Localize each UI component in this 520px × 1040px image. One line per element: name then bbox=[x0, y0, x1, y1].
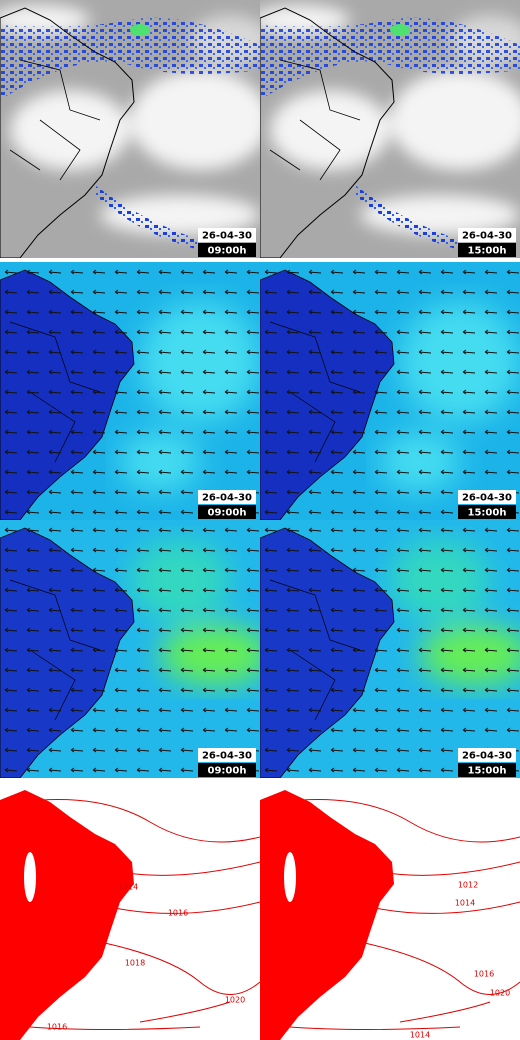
time-label: 09:00h bbox=[208, 766, 247, 777]
map-image bbox=[0, 262, 260, 520]
time-box bbox=[198, 505, 256, 519]
map-panel: 26-04-30 09:00h bbox=[0, 0, 270, 258]
contour-label: 1016 bbox=[47, 1023, 67, 1032]
contour-label: 1020 bbox=[490, 989, 510, 998]
map-image bbox=[0, 520, 270, 778]
map-panel: 26-04-30 09:00h bbox=[0, 262, 260, 520]
time-box bbox=[458, 505, 516, 519]
map-image bbox=[260, 520, 520, 778]
date-box bbox=[198, 748, 256, 762]
date-box bbox=[198, 490, 256, 504]
time-box bbox=[198, 763, 256, 777]
date-label: 26-04-30 bbox=[202, 231, 252, 242]
map-panel: 26-04-30 15:00h bbox=[250, 0, 520, 258]
contour-label: 1018 bbox=[125, 959, 145, 968]
map-image bbox=[260, 262, 520, 520]
map-image bbox=[260, 782, 520, 1040]
time-box bbox=[458, 243, 516, 257]
time-label: 15:00h bbox=[468, 766, 507, 777]
date-label: 26-04-30 bbox=[462, 231, 512, 242]
date-label: 26-04-30 bbox=[462, 493, 512, 504]
map-panel: 1014 1016 1018 1020 1016 bbox=[0, 782, 260, 1040]
contour-label: 1012 bbox=[458, 881, 478, 890]
map-image bbox=[250, 0, 520, 258]
contour-label: 1020 bbox=[225, 996, 245, 1005]
date-label: 26-04-30 bbox=[202, 751, 252, 762]
map-panel: 26-04-30 15:00h bbox=[260, 262, 520, 520]
map-panel: 26-04-30 15:00h bbox=[260, 520, 520, 778]
time-label: 09:00h bbox=[208, 246, 247, 257]
time-box bbox=[458, 763, 516, 777]
contour-label: 1014 bbox=[410, 1031, 430, 1040]
date-box bbox=[458, 490, 516, 504]
time-box bbox=[198, 243, 256, 257]
contour-label: 1016 bbox=[168, 909, 188, 918]
map-panel: 26-04-30 09:00h bbox=[0, 520, 270, 778]
map-image bbox=[0, 0, 270, 258]
date-box bbox=[458, 228, 516, 242]
contour-label: 1014 bbox=[455, 899, 475, 908]
contour-label: 1014 bbox=[118, 883, 138, 892]
map-panel: 1012 1014 1016 1020 1014 bbox=[260, 782, 520, 1040]
time-label: 15:00h bbox=[468, 508, 507, 519]
date-label: 26-04-30 bbox=[202, 493, 252, 504]
date-box bbox=[458, 748, 516, 762]
date-box bbox=[198, 228, 256, 242]
time-label: 09:00h bbox=[208, 508, 247, 519]
contour-label: 1016 bbox=[474, 970, 494, 979]
time-label: 15:00h bbox=[468, 246, 507, 257]
map-image bbox=[0, 782, 260, 1040]
date-label: 26-04-30 bbox=[462, 751, 512, 762]
